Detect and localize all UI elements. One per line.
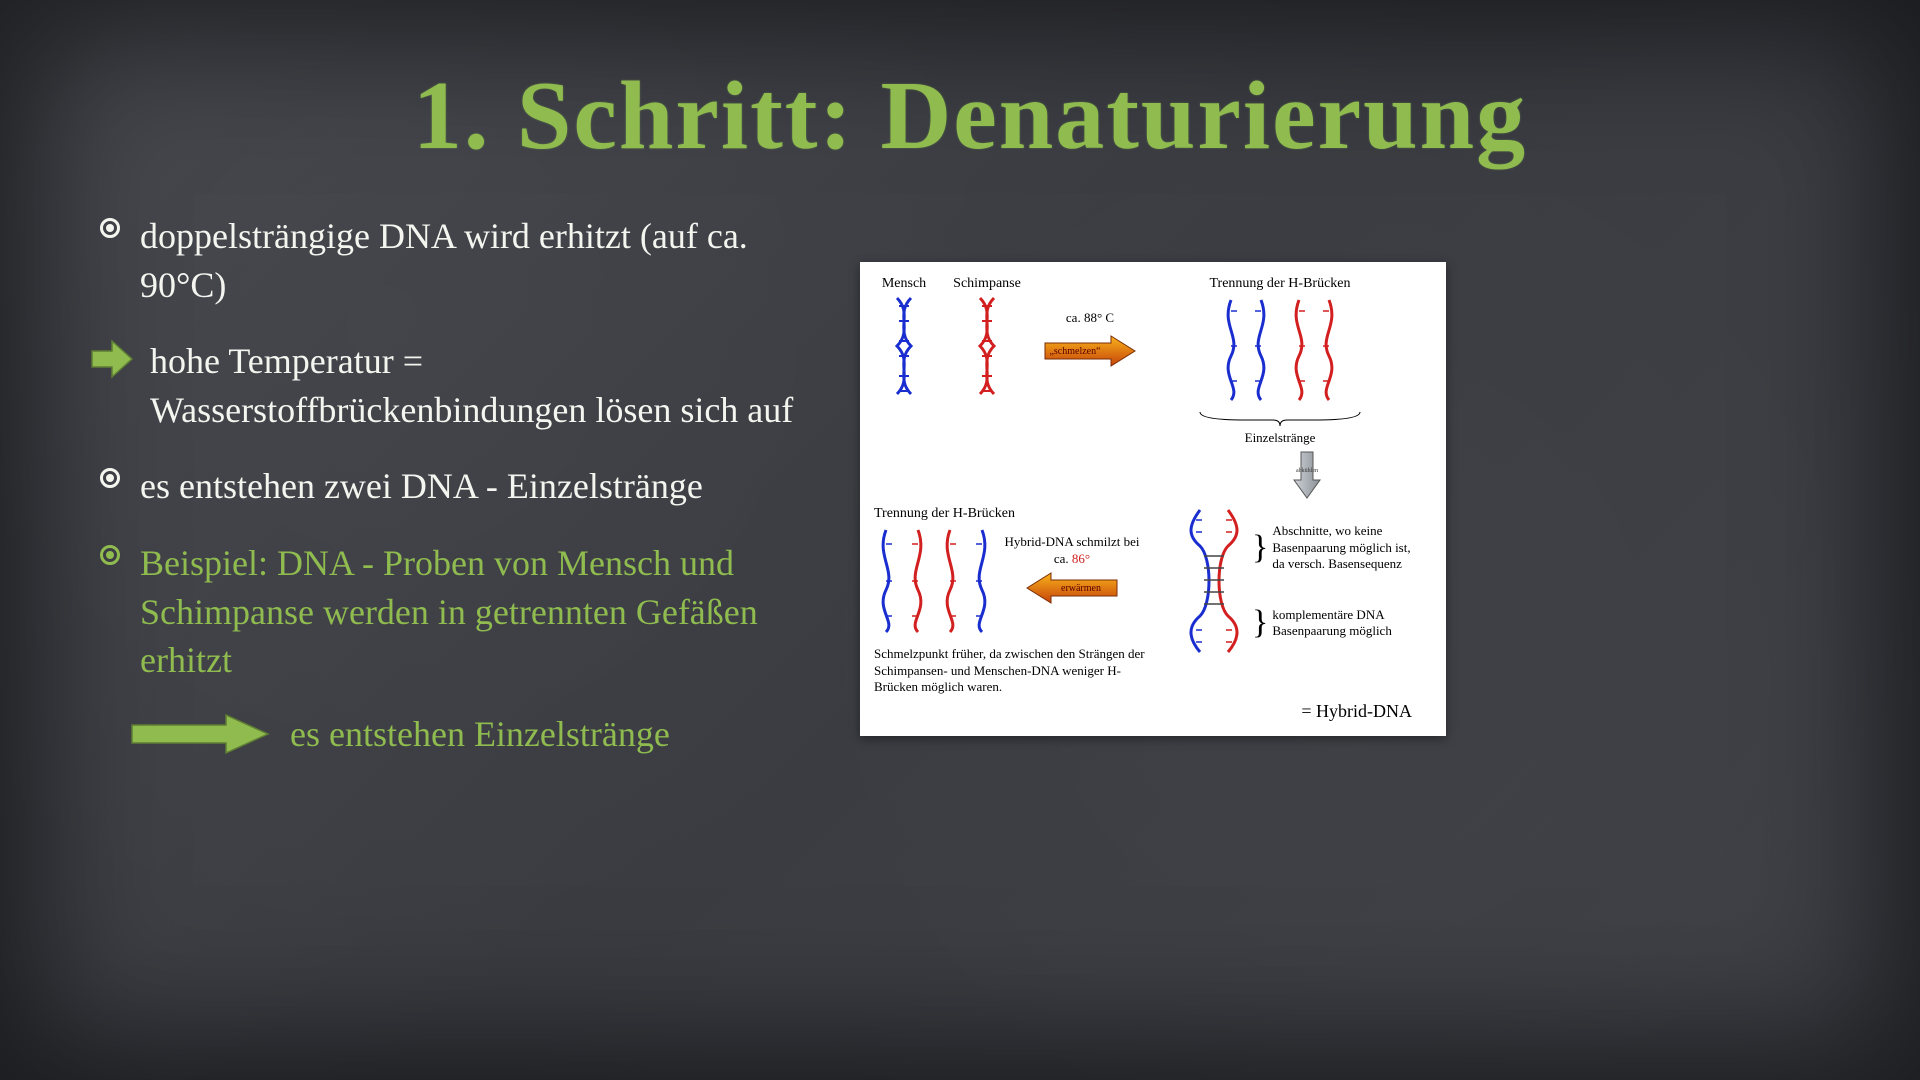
sub-bullet-arrow: es entstehen Einzelstränge [100,713,820,755]
dna-separated-hybrid-icon [938,526,994,636]
diagram-bottom-row: Trennung der H-Brücken [874,506,1432,695]
footnote-text: Schmelzpunkt früher, da zwischen den Str… [874,646,1164,695]
bullet-item-example: Beispiel: DNA - Proben von Mensch und Sc… [100,539,820,685]
col-mensch: Mensch [874,276,934,406]
melt-button-text: „schmelzen“ [1049,346,1101,357]
arrow-cool-down-icon: abkühlen [1292,450,1322,500]
dna-separated-blue-icon [1221,296,1271,404]
slide-title: 1. Schritt: Denaturierung [100,60,1840,172]
content-row: doppelsträngige DNA wird erhitzt (auf ca… [100,202,1840,755]
label-einzel: Einzelstränge [1245,430,1316,446]
dna-hybrid-icon [1182,506,1246,656]
label-trennung: Trennung der H-Brücken [1209,276,1350,292]
label-mensch: Mensch [882,276,926,292]
warm-button-text: erwärmen [1061,583,1101,594]
bullet-marker-icon [100,218,120,238]
hybrid-equation: = Hybrid-DNA [874,701,1432,722]
anno-no-pairing: Abschnitte, wo keine Basenpaarung möglic… [1272,523,1422,572]
bullet-text: es entstehen zwei DNA - Einzelstränge [140,466,703,506]
dna-helix-blue-icon [891,296,917,406]
underbrace-icon [1195,410,1365,426]
dna-hybrid-diagram: Mensch Schimpanse ca [860,262,1446,736]
cool-button-text: abkühlen [1296,468,1318,474]
arrow-right-long-icon [130,713,270,755]
anno-pairing: komplementäre DNA Basenpaarung möglich [1272,607,1422,640]
bullet-item-arrow: hohe Temperatur = Wasserstoffbrückenbind… [100,337,820,434]
brace-icon: } [1252,536,1268,560]
arrow-melt-icon: „schmelzen“ [1043,334,1137,368]
arrow-right-icon [90,339,134,379]
dna-separated-hybrid-icon [874,526,930,636]
bullet-text: es entstehen Einzelstränge [290,713,670,755]
label-hybrid-melt-a: Hybrid-DNA schmilzt bei [1004,534,1139,550]
label-hybrid-melt-b: ca. 86° [1054,551,1090,567]
bullet-item: es entstehen zwei DNA - Einzelstränge [100,462,820,511]
bullet-text: Beispiel: DNA - Proben von Mensch und Sc… [140,543,758,680]
dna-helix-red-icon [974,296,1000,406]
bullet-text: doppelsträngige DNA wird erhitzt (auf ca… [140,216,748,305]
bullet-list: doppelsträngige DNA wird erhitzt (auf ca… [100,202,820,755]
slide: 1. Schritt: Denaturierung doppelsträngig… [0,0,1920,1080]
brace-icon: } [1252,611,1268,635]
col-bottom-left: Trennung der H-Brücken [874,506,1174,695]
col-schimpanse: Schimpanse [944,276,1030,406]
dna-separated-red-icon [1289,296,1339,404]
bullet-marker-icon [100,545,120,565]
bullet-text: hohe Temperatur = Wasserstoffbrückenbind… [150,341,793,430]
col-melt-arrow: ca. 88° C „schmelzen“ [1040,276,1140,368]
arrow-warm-left-icon: erwärmen [1025,571,1119,605]
label-temp-melt: ca. 88° C [1066,310,1114,326]
bullet-marker-icon [100,468,120,488]
diagram-top-row: Mensch Schimpanse ca [874,276,1432,446]
label-schimpanse: Schimpanse [953,276,1021,292]
col-trennung: Trennung der H-Brücken [1150,276,1410,446]
col-bottom-right: } Abschnitte, wo keine Basenpaarung mögl… [1182,506,1432,656]
label-trennung2: Trennung der H-Brücken [874,506,1174,522]
row-cool-arrow: abkühlen [874,450,1432,500]
bullet-item: doppelsträngige DNA wird erhitzt (auf ca… [100,212,820,309]
